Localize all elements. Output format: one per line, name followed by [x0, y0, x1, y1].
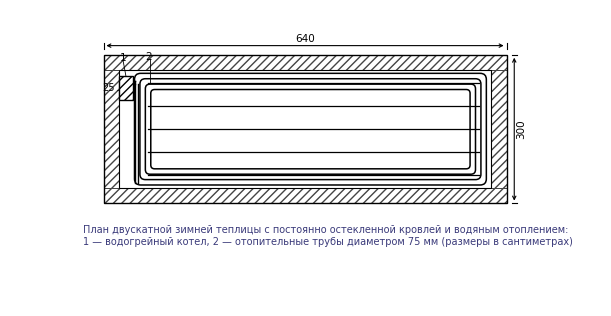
Text: 1: 1 [120, 53, 126, 63]
Bar [119, 70, 491, 188]
Text: 2: 2 [145, 52, 152, 62]
Text: 300: 300 [516, 119, 527, 139]
Bar [119, 76, 133, 100]
Bar [103, 55, 507, 70]
Text: 640: 640 [295, 34, 315, 44]
Bar [119, 70, 491, 188]
Bar [103, 188, 507, 204]
Text: 25: 25 [103, 83, 115, 93]
Bar [103, 70, 119, 188]
Text: План двускатной зимней теплицы с постоянно остекленной кровлей и водяным отоплен: План двускатной зимней теплицы с постоян… [82, 225, 568, 235]
Bar [103, 55, 507, 204]
Bar [119, 76, 133, 100]
Text: 1 — водогрейный котел, 2 — отопительные трубы диаметром 75 мм (размеры в сантиме: 1 — водогрейный котел, 2 — отопительные … [82, 237, 573, 247]
Bar [491, 70, 507, 188]
